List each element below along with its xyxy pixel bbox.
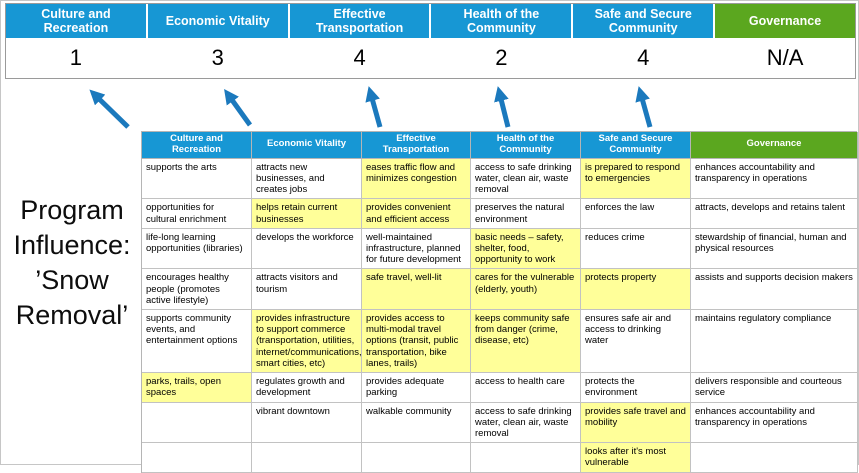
matrix-cell: access to safe drinking water, clean air… [471, 158, 581, 200]
matrix-cell-highlighted: helps retain current businesses [252, 199, 362, 229]
matrix-cell: preserves the natural environment [471, 199, 581, 229]
matrix-cell: protects the environment [581, 373, 691, 403]
matrix-cell: attracts new businesses, and creates job… [252, 158, 362, 200]
score-value-governance: N/A [766, 45, 804, 70]
matrix-cell: delivers responsible and courteous servi… [691, 373, 858, 403]
matrix-cell [471, 443, 581, 473]
matrix-cell: regulates growth and development [252, 373, 362, 403]
matrix-cell-highlighted: provides convenient and efficient access [362, 199, 471, 229]
matrix-header-cell: Economic Vitality [252, 132, 362, 159]
up-arrow-icon [494, 86, 511, 128]
matrix-cell: maintains regulatory compliance [691, 310, 858, 374]
matrix-header-cell: Effective Transportation [362, 132, 471, 159]
score-value-safe-and-secure-community: 4 [637, 45, 650, 70]
matrix-cell-highlighted: is prepared to respond to emergencies [581, 158, 691, 200]
matrix-cell: access to health care [471, 373, 581, 403]
matrix-cell: access to safe drinking water, clean air… [471, 402, 581, 444]
matrix-cell [142, 443, 252, 473]
scorecard-header-effective-transportation: Effective Transportation [289, 4, 430, 38]
program-title: Program Influence: ’Snow Removal’ [13, 195, 131, 331]
matrix-cell: enhances accountability and transparency… [691, 402, 858, 444]
matrix-cell [362, 443, 471, 473]
arrows [89, 86, 653, 129]
matrix-cell-highlighted: eases traffic flow and minimizes congest… [362, 158, 471, 200]
score-value-effective-transportation: 4 [353, 45, 366, 70]
matrix-cell: life-long learning opportunities (librar… [142, 228, 252, 270]
matrix-cell: attracts visitors and tourism [252, 269, 362, 311]
matrix-header-cell: Health of the Community [471, 132, 581, 159]
matrix-cell: supports community events, and entertain… [142, 310, 252, 374]
matrix-cell-highlighted: parks, trails, open spaces [142, 373, 252, 403]
matrix-table: Culture and Recreation Economic Vitality E… [141, 131, 858, 473]
scorecard-score-row: 1 3 4 2 4 N/A [6, 38, 855, 78]
matrix-cell: assists and supports decision makers [691, 269, 858, 311]
matrix-cell: well-maintained infrastructure, planned … [362, 228, 471, 270]
up-arrow-icon [224, 88, 253, 127]
matrix-cell-highlighted: keeps community safe from danger (crime,… [471, 310, 581, 374]
scorecard-header-governance: Governance [715, 4, 855, 38]
matrix-cell: reduces crime [581, 228, 691, 270]
matrix-cell: ensures safe air and access to drinking … [581, 310, 691, 374]
matrix-cell: walkable community [362, 402, 471, 444]
scorecard-header-safe-and-secure-community: Safe and Secure Community [573, 4, 714, 38]
matrix-cell [252, 443, 362, 473]
matrix-cell: provides adequate parking [362, 373, 471, 403]
matrix-cell [142, 402, 252, 444]
matrix-cell: enhances accountability and transparency… [691, 158, 858, 200]
matrix-cell: supports the arts [142, 158, 252, 200]
matrix-cell-highlighted: looks after it's most vulnerable [581, 443, 691, 473]
matrix-cell-highlighted: safe travel, well-lit [362, 269, 471, 311]
scorecard-header-culture-and-recreation: Culture and Recreation [6, 4, 146, 38]
matrix-cell: develops the workforce [252, 228, 362, 270]
matrix-header-cell: Culture and Recreation [142, 132, 252, 159]
scorecard: Culture and Recreation Economic Vitality E… [5, 3, 856, 79]
scorecard-header-health-of-the-community: Health of the Community [431, 4, 572, 38]
matrix-cell-highlighted: cares for the vulnerable (elderly, youth… [471, 269, 581, 311]
matrix-cell: stewardship of financial, human and phys… [691, 228, 858, 270]
scorecard-header-economic-vitality: Economic Vitality [147, 4, 288, 38]
matrix-cell-highlighted: provides infrastructure to support comme… [252, 310, 362, 374]
scorecard-header-row: Culture and Recreation Economic Vitality E… [6, 4, 855, 38]
score-value-economic-vitality: 3 [211, 45, 224, 70]
matrix-cell-highlighted: basic needs – safety, shelter, food, opp… [471, 228, 581, 270]
matrix-cell: vibrant downtown [252, 402, 362, 444]
up-arrow-icon [365, 86, 383, 128]
matrix-cell: encourages healthy people (promotes acti… [142, 269, 252, 311]
matrix-cell-highlighted: protects property [581, 269, 691, 311]
matrix-cell-highlighted: provides safe travel and mobility [581, 402, 691, 444]
matrix-cell: enforces the law [581, 199, 691, 229]
matrix-header-cell: Safe and Secure Community [581, 132, 691, 159]
matrix-cell: attracts, develops and retains talent [691, 199, 858, 229]
score-value-culture-and-recreation: 1 [69, 45, 83, 70]
matrix-header-cell: Governance [691, 132, 858, 159]
matrix-cell: opportunities for cultural enrichment [142, 199, 252, 229]
matrix-cell [691, 443, 858, 473]
up-arrow-icon [635, 86, 653, 128]
score-value-health-of-the-community: 2 [495, 45, 508, 70]
up-arrow-icon [89, 89, 130, 129]
matrix-cell-highlighted: provides access to multi-modal travel op… [362, 310, 471, 374]
